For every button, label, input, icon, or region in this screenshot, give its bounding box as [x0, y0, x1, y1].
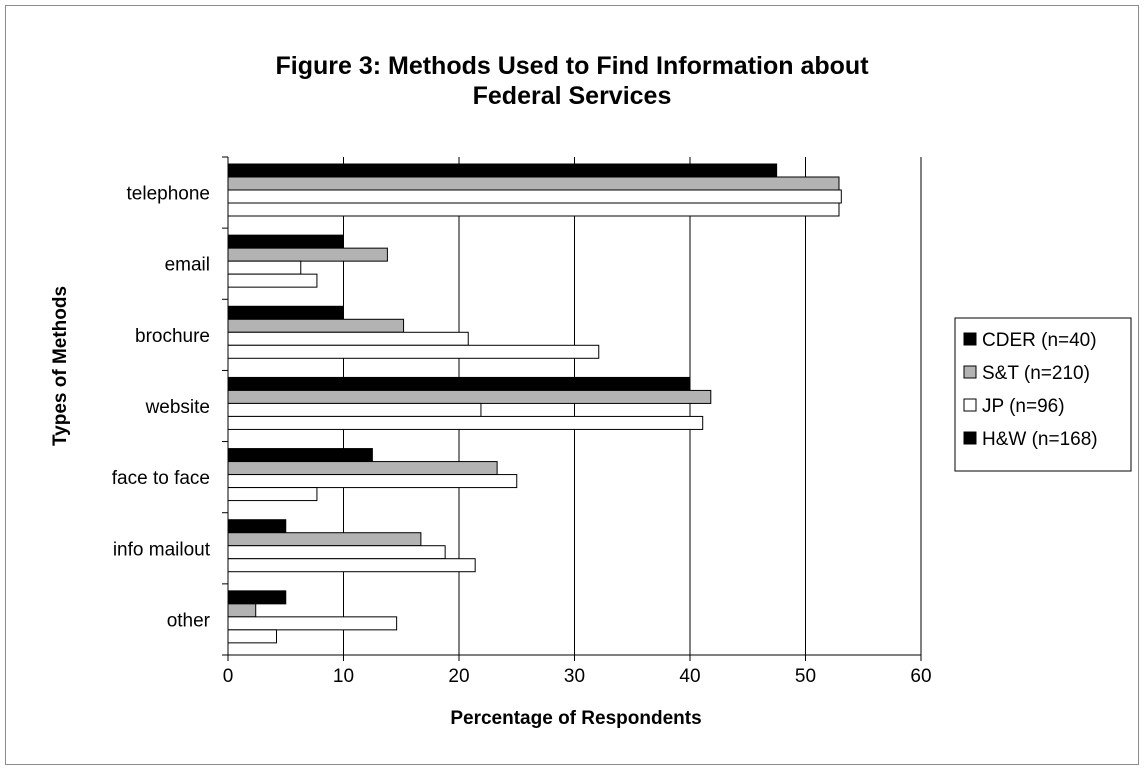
chart-title-line-2: Federal Services [473, 82, 672, 110]
category-label-face-to-face: face to face [112, 468, 210, 489]
bar-info-mailout-series-2 [227, 532, 422, 547]
x-tick-label-40: 40 [679, 666, 700, 687]
legend-swatch-2 [963, 365, 977, 379]
bar-other-series-3 [227, 616, 398, 631]
bar-face-to-face-series-2 [227, 461, 498, 476]
bar-telephone-series-3 [227, 189, 842, 204]
bar-brochure-series-1 [227, 305, 344, 320]
bar-info-mailout-series-1 [227, 519, 287, 534]
bar-face-to-face-series-3 [227, 474, 518, 489]
bar-info-mailout-series-4 [227, 558, 476, 573]
bar-website-series-1 [227, 376, 691, 391]
bar-website-series-3 [227, 402, 482, 417]
x-tick-label-0: 0 [223, 666, 234, 687]
category-labels: telephone email brochure website face to fac… [112, 184, 211, 632]
axes [222, 156, 922, 661]
bar-brochure-series-3 [227, 331, 469, 346]
legend-swatch-3 [963, 398, 977, 412]
category-label-website: website [145, 397, 210, 418]
category-label-other: other [167, 610, 211, 631]
x-tick-label-10: 10 [333, 666, 354, 687]
x-tick-label-20: 20 [448, 666, 469, 687]
bar-face-to-face-series-1 [227, 448, 373, 463]
bar-telephone-series-2 [227, 176, 840, 191]
x-tick-label-30: 30 [564, 666, 585, 687]
x-axis-title: Percentage of Respondents [450, 708, 701, 729]
x-tick-label-50: 50 [795, 666, 816, 687]
bar-brochure-series-2 [227, 318, 405, 333]
bar-face-to-face-series-4 [227, 487, 318, 502]
bar-info-mailout-series-3 [227, 545, 446, 560]
category-label-telephone: telephone [127, 184, 210, 205]
category-label-brochure: brochure [135, 326, 210, 347]
legend: CDER (n=40) S&T (n=210) JP (n=96) H&W (n=16… [954, 317, 1132, 472]
bar-website-series-4 [227, 415, 704, 430]
legend-swatch-4 [963, 431, 977, 445]
bar-brochure-series-4 [227, 344, 600, 359]
bar-email-series-4 [227, 273, 318, 288]
bar-website-series-2 [227, 389, 712, 404]
y-axis-title: Types of Methods [50, 286, 71, 446]
legend-swatch-1 [963, 332, 977, 346]
category-label-email: email [165, 255, 210, 276]
bar-telephone-series-1 [227, 163, 778, 178]
bar-other-series-1 [227, 590, 287, 605]
legend-label-4: H&W (n=168) [982, 429, 1098, 450]
bar-email-series-2 [227, 247, 388, 262]
bar-email-series-3 [227, 260, 302, 275]
bar-other-series-2 [227, 603, 257, 618]
chart-title-line-1: Figure 3: Methods Used to Find Informati… [275, 52, 869, 80]
bars [227, 163, 842, 644]
x-tick-label-60: 60 [910, 666, 931, 687]
legend-box [954, 317, 1132, 472]
bar-email-series-1 [227, 234, 344, 249]
bar-other-series-4 [227, 629, 278, 644]
legend-label-2: S&T (n=210) [982, 363, 1090, 384]
x-tick-labels: 0 10 20 30 40 50 60 [223, 666, 932, 687]
category-label-info-mailout: info mailout [113, 539, 211, 560]
legend-label-1: CDER (n=40) [982, 330, 1097, 351]
chart-title: Figure 3: Methods Used to Find Informati… [275, 52, 869, 110]
legend-label-3: JP (n=96) [982, 396, 1065, 417]
bar-telephone-series-4 [227, 202, 840, 217]
